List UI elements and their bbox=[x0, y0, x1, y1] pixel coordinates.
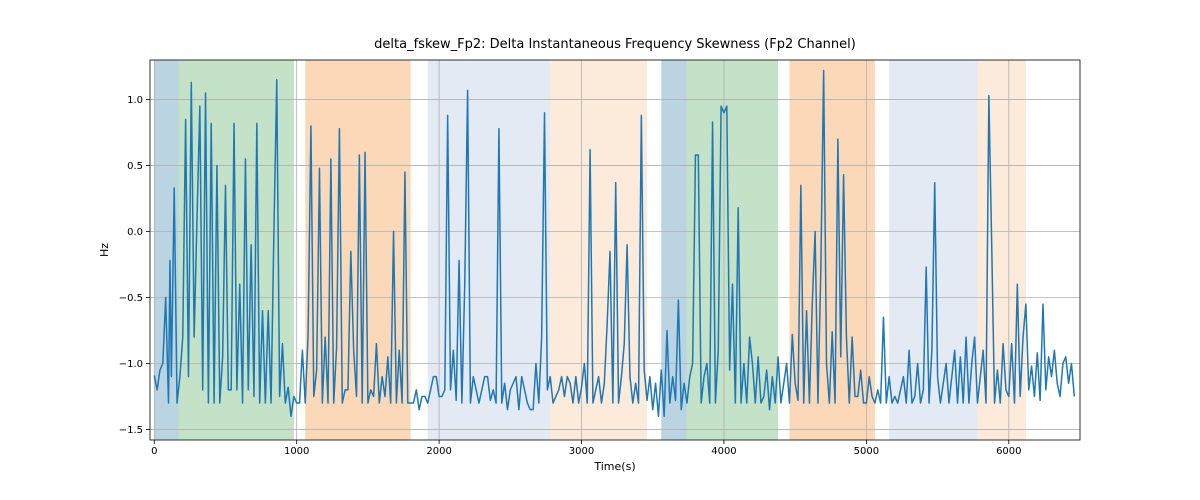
x-tick-label: 3000 bbox=[569, 446, 594, 457]
x-axis-label: Time(s) bbox=[593, 460, 635, 473]
chart-svg: 0 1000 2000 3000 4000 5000 6000 −1.5 −1.0 −0.5 0.0… bbox=[0, 0, 1200, 500]
x-tick-label: 2000 bbox=[426, 446, 451, 457]
y-axis-label: Hz bbox=[98, 243, 111, 257]
y-tick-label: 1.0 bbox=[127, 95, 143, 106]
chart-title: delta_fskew_Fp2: Delta Instantaneous Fre… bbox=[374, 37, 856, 52]
x-tick-label: 4000 bbox=[711, 446, 736, 457]
x-ticks: 0 1000 2000 3000 4000 5000 6000 bbox=[151, 440, 1021, 457]
y-ticks: −1.5 −1.0 −0.5 0.0 0.5 1.0 bbox=[119, 95, 150, 436]
y-tick-label: −1.5 bbox=[119, 425, 143, 436]
x-tick-label: 6000 bbox=[996, 446, 1021, 457]
y-tick-label: 0.5 bbox=[127, 161, 143, 172]
y-tick-label: −0.5 bbox=[119, 293, 143, 304]
chart-container: 0 1000 2000 3000 4000 5000 6000 −1.5 −1.0 −0.5 0.0… bbox=[0, 0, 1200, 500]
y-tick-label: 0.0 bbox=[127, 227, 143, 238]
x-tick-label: 1000 bbox=[284, 446, 309, 457]
x-tick-label: 5000 bbox=[854, 446, 879, 457]
x-tick-label: 0 bbox=[151, 446, 157, 457]
y-tick-label: −1.0 bbox=[119, 359, 143, 370]
